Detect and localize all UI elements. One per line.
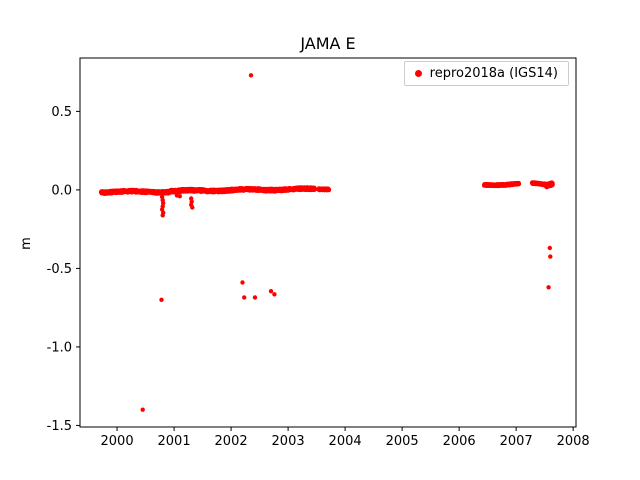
outlier-point	[272, 292, 277, 297]
outlier-point	[546, 285, 551, 290]
outlier-point	[248, 73, 254, 78]
outlier-point	[547, 245, 552, 251]
outlier-point	[252, 295, 258, 300]
x-tick-label: 2001	[158, 434, 191, 449]
x-tick-label: 2006	[443, 434, 476, 449]
y-tick-label: 0.5	[51, 105, 72, 120]
x-tick-label: 2005	[386, 434, 419, 449]
chart-title: JAMA E	[300, 34, 356, 53]
x-tick-label: 2000	[101, 434, 134, 449]
x-tick-label: 2007	[500, 434, 533, 449]
outlier-point	[268, 289, 274, 294]
y-axis-label: m	[18, 237, 34, 250]
x-tick-label: 2004	[329, 434, 362, 449]
outlier-point	[159, 297, 164, 302]
y-tick-label: 0.0	[51, 183, 72, 198]
x-tick-label: 2008	[557, 434, 590, 449]
outlier-point	[160, 213, 165, 218]
outlier-point	[177, 194, 182, 199]
y-tick-label: -0.5	[47, 262, 72, 277]
outlier-point	[190, 205, 195, 210]
scatter-points	[98, 73, 555, 412]
outlier-point	[242, 295, 247, 300]
axes-frame	[79, 57, 577, 428]
outlier-point	[548, 254, 553, 259]
outlier-point	[240, 280, 245, 285]
legend: repro2018a (IGS14)	[403, 61, 569, 86]
legend-label: repro2018a (IGS14)	[429, 66, 558, 81]
outlier-point	[140, 407, 145, 412]
x-tick-label: 2003	[272, 434, 305, 449]
y-tick-label: -1.5	[47, 419, 72, 434]
y-tick-label: -1.0	[47, 340, 72, 355]
x-tick-label: 2002	[215, 434, 248, 449]
legend-marker-dot	[414, 70, 422, 77]
